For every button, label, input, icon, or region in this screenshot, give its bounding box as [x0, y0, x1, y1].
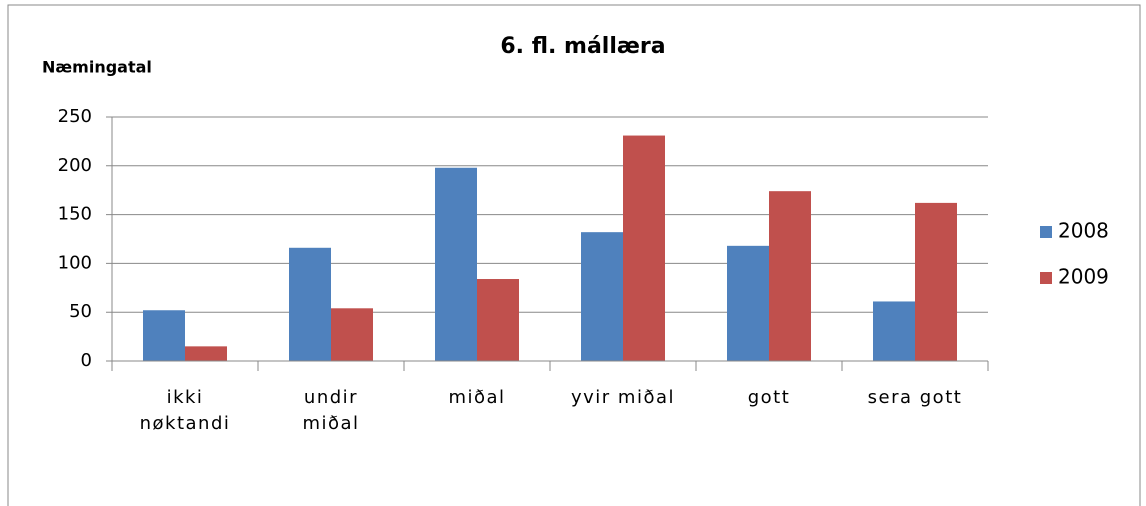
y-tick-label: 200 — [58, 155, 92, 176]
chart-title: 6. fl. mállæra — [500, 34, 665, 59]
y-tick-label: 150 — [58, 204, 92, 225]
bar — [623, 135, 665, 361]
bar — [915, 202, 957, 361]
x-tick-label: ikki nøktandi — [139, 387, 231, 434]
bar — [143, 310, 185, 361]
bar — [185, 346, 227, 361]
bar — [289, 247, 331, 361]
bar — [331, 308, 373, 361]
y-tick-label: 250 — [58, 106, 92, 127]
legend-swatch — [1040, 272, 1052, 284]
legend-label: 2008 — [1058, 219, 1109, 243]
x-tick-label: yvir miðal — [570, 387, 675, 408]
bar — [435, 167, 477, 361]
bar — [727, 245, 769, 361]
bar — [769, 191, 811, 361]
x-tick-label: undir miðal — [302, 387, 360, 434]
legend-label: 2009 — [1058, 265, 1109, 289]
x-tick-label: miðal — [448, 387, 506, 408]
y-axis-label: Næmingatal — [42, 58, 152, 77]
chart-border — [7, 4, 1141, 506]
legend-swatch — [1040, 226, 1052, 238]
y-tick-label: 50 — [69, 301, 92, 322]
y-tick-label: 100 — [58, 252, 92, 273]
y-tick-label: 0 — [81, 350, 92, 371]
x-tick-label: sera gott — [867, 387, 963, 408]
bar — [873, 301, 915, 361]
bar — [581, 232, 623, 361]
bar — [477, 279, 519, 361]
x-tick-label: gott — [747, 387, 791, 408]
